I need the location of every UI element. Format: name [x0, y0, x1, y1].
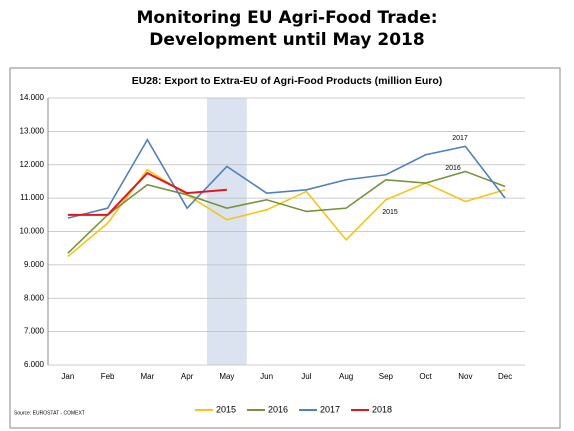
y-tick-label: 10.000	[20, 227, 45, 236]
x-tick-label: Sep	[379, 372, 394, 381]
x-tick-label: Mar	[140, 372, 154, 381]
x-tick-label: Nov	[458, 372, 472, 381]
chart-frame	[9, 67, 561, 429]
annotation: 2017	[452, 135, 468, 142]
legend-label: 2015	[216, 404, 236, 414]
y-tick-label: 14.000	[20, 93, 45, 102]
y-tick-label: 9.000	[24, 260, 45, 269]
page-subtitle: Development until May 2018	[149, 30, 424, 50]
legend-label: 2016	[268, 404, 288, 414]
x-tick-label: Feb	[101, 372, 115, 381]
y-tick-label: 8.000	[24, 293, 45, 302]
x-tick-label: Jun	[260, 372, 273, 381]
x-tick-label: Oct	[419, 372, 432, 381]
y-tick-label: 7.000	[24, 327, 45, 336]
series-line	[67, 171, 227, 216]
legend-label: 2017	[320, 404, 340, 414]
y-tick-label: 6.000	[24, 360, 45, 369]
x-tick-label: Dec	[498, 372, 512, 381]
legend-label: 2018	[372, 404, 392, 414]
chart-title: EU28: Export to Extra-EU of Agri-Food Pr…	[132, 75, 443, 87]
annotation: 2016	[445, 165, 461, 172]
annotation: 2015	[382, 209, 398, 216]
page-title: Monitoring EU Agri-Food Trade:	[136, 8, 437, 28]
x-tick-label: Apr	[181, 372, 194, 381]
source: Source: EUROSTAT - COMEXT	[14, 410, 85, 416]
x-tick-label: May	[219, 372, 234, 381]
x-tick-label: Jan	[61, 372, 74, 381]
y-tick-label: 12.000	[20, 160, 45, 169]
series-line	[67, 138, 506, 219]
x-tick-label: Aug	[339, 372, 353, 381]
series-line	[67, 170, 506, 254]
x-tick-label: Jul	[301, 372, 311, 381]
y-tick-label: 13.000	[20, 126, 45, 135]
y-tick-label: 11.000	[20, 193, 44, 202]
